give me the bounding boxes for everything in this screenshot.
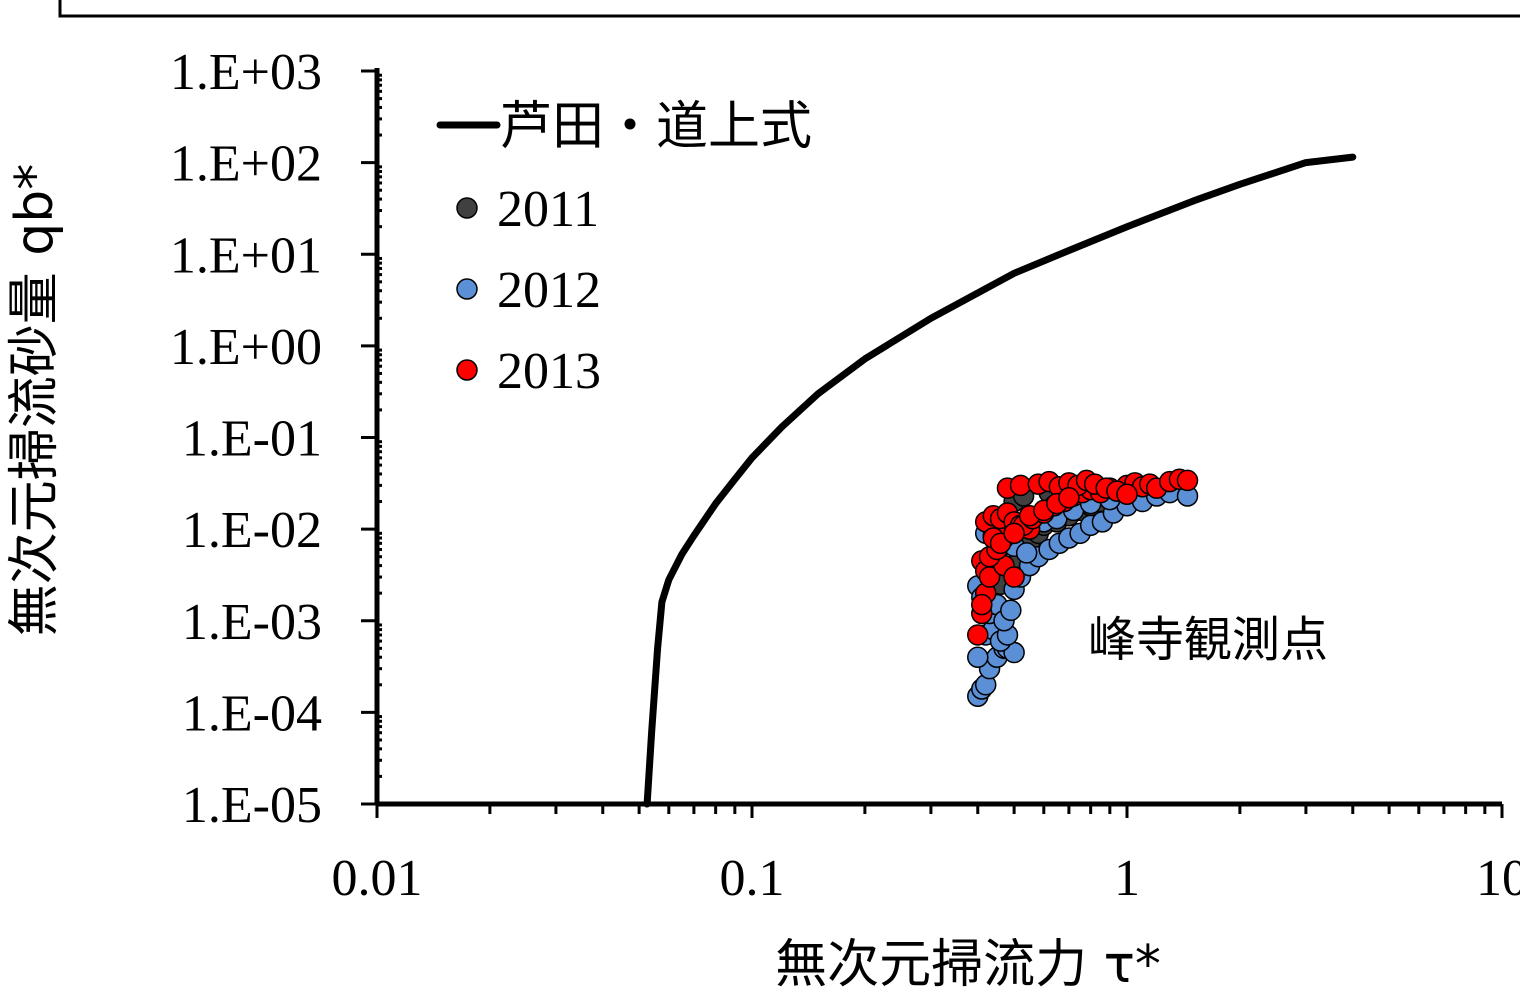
y-tick-label: 1.E+00: [170, 319, 322, 376]
data-points: [967, 468, 1199, 707]
legend-marker-2013: [456, 359, 478, 381]
point-2013: [1116, 483, 1138, 506]
y-tick-label: 1.E-03: [182, 594, 322, 651]
legend-marker-2011: [456, 197, 478, 219]
legend: 芦田・道上式 2011 2012 2013: [436, 97, 812, 400]
point-2013: [967, 624, 989, 646]
tick-labels: 0.01 0.1 1 10 1.E-05 1.E-04 1.E-03 1.E-02 1.E-01…: [170, 44, 1520, 907]
point-2013: [1176, 469, 1199, 492]
station-annotation: 峰寺観測点: [1088, 612, 1328, 668]
point-2012: [1015, 542, 1038, 564]
point-2013: [1009, 474, 1032, 497]
legend-curve-label: 芦田・道上式: [500, 97, 812, 157]
curve-layer: [643, 153, 1357, 808]
y-tick-label: 1.E+02: [170, 136, 322, 193]
y-axis-label: 無次元掃流砂量 qb*: [5, 164, 65, 637]
y-tick-label: 1.E-04: [182, 685, 322, 742]
legend-marker-2012: [456, 278, 478, 300]
legend-label-2012: 2012: [497, 262, 601, 319]
ashida-michiue-curve: [643, 153, 1357, 808]
x-tick-label: 1: [1114, 850, 1140, 907]
y-tick-label: 1.E-02: [182, 502, 322, 559]
y-tick-label: 1.E-05: [182, 777, 322, 834]
point-2013: [971, 593, 993, 616]
x-tick-label: 10: [1476, 850, 1520, 907]
legend-label-2013: 2013: [497, 343, 601, 400]
point-2013: [1003, 522, 1025, 545]
x-tick-label: 0.1: [720, 850, 785, 907]
point-2013: [1003, 566, 1025, 588]
point-2012: [1000, 599, 1022, 622]
x-axis-label: 無次元掃流力 τ*: [775, 935, 1161, 995]
x-tick-label: 0.01: [332, 850, 423, 907]
series-2013: [967, 468, 1199, 646]
y-tick-label: 1.E-01: [182, 411, 322, 468]
axes: [361, 68, 1504, 818]
top-frame: [58, 0, 1520, 18]
point-2012: [967, 646, 989, 668]
point-2013: [1058, 487, 1080, 509]
legend-label-2011: 2011: [497, 181, 599, 238]
y-tick-label: 1.E+01: [170, 227, 322, 284]
y-tick-label: 1.E+03: [170, 44, 322, 101]
